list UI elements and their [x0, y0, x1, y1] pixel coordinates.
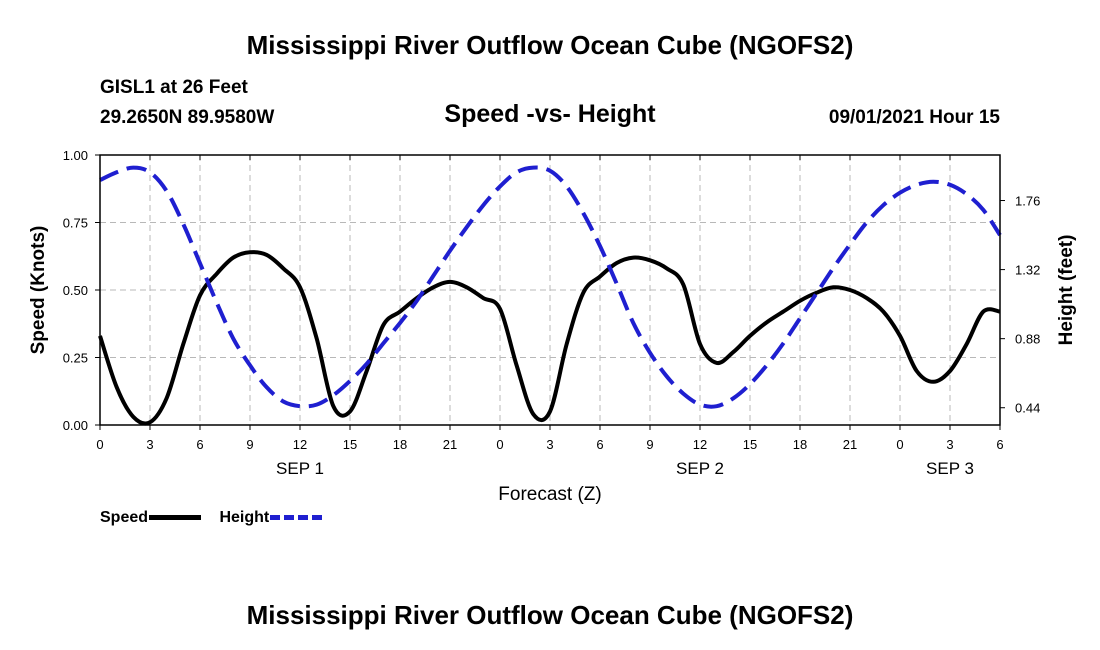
x-tick-label: 9 — [246, 437, 253, 452]
station-coordinates: 29.2650N 89.9580W — [100, 107, 275, 128]
legend-speed-swatch — [149, 515, 202, 521]
x-tick-label: 0 — [96, 437, 103, 452]
x-tick-label: 6 — [996, 437, 1003, 452]
y-left-tick-label: 0.75 — [63, 216, 88, 231]
x-tick-label: 6 — [196, 437, 203, 452]
date-label: SEP 2 — [676, 459, 724, 478]
legend-height-label: Height — [219, 509, 270, 526]
date-label: SEP 3 — [926, 459, 974, 478]
plot-frame — [99, 154, 1001, 426]
y-right-tick-label: 1.32 — [1015, 263, 1040, 278]
x-tick-label: 21 — [443, 437, 457, 452]
y-left-tick-label: 1.00 — [63, 148, 88, 163]
chart-subtitle: Speed -vs- Height — [444, 100, 656, 128]
legend-speed-label: Speed — [100, 509, 149, 526]
x-tick-label: 12 — [293, 437, 307, 452]
y-right-tick-label: 0.44 — [1015, 401, 1040, 416]
speed-height-chart: 0 3 6 9 12 15 18 21 0 3 6 9 12 15 18 21 0 3 6 0.00 0.25 0.50 0… — [28, 148, 1077, 505]
x-tick-label: 3 — [546, 437, 553, 452]
x-axis-label: Forecast (Z) — [498, 484, 601, 505]
x-tick-label: 15 — [743, 437, 757, 452]
axis-layer — [95, 154, 1005, 430]
y-left-tick-label: 0.50 — [63, 283, 88, 298]
x-tick-label: 15 — [343, 437, 357, 452]
grid-layer — [100, 155, 1000, 425]
series-line-speed — [98, 250, 1001, 426]
date-label: SEP 1 — [276, 459, 324, 478]
y-right-tick-label: 1.76 — [1015, 194, 1040, 209]
x-tick-label: 0 — [896, 437, 903, 452]
station-label: GISL1 at 26 Feet — [100, 77, 248, 98]
forecast-datetime: 09/01/2021 Hour 15 — [828, 107, 1000, 128]
x-tick-label: 6 — [596, 437, 603, 452]
y-left-tick-label: 0.00 — [63, 418, 88, 433]
y-left-tick-label: 0.25 — [63, 351, 88, 366]
x-tick-label: 3 — [146, 437, 153, 452]
x-tick-label: 3 — [946, 437, 953, 452]
series-layer — [98, 165, 1002, 426]
x-tick-label: 9 — [646, 437, 653, 452]
series-line-height — [99, 165, 1002, 409]
y-left-axis-label: Speed (Knots) — [28, 226, 49, 355]
y-right-tick-label: 0.88 — [1015, 332, 1040, 347]
footer-title: Mississippi River Outflow Ocean Cube (NG… — [246, 600, 854, 630]
chart-title: Mississippi River Outflow Ocean Cube (NG… — [246, 30, 854, 60]
x-tick-label: 18 — [393, 437, 407, 452]
legend-height-swatch — [270, 515, 323, 521]
labels-layer: 0 3 6 9 12 15 18 21 0 3 6 9 12 15 18 21 0 3 6 0.00 0.25 0.50 0… — [28, 148, 1077, 505]
x-tick-label: 12 — [693, 437, 707, 452]
x-tick-label: 18 — [793, 437, 807, 452]
x-tick-label: 21 — [843, 437, 857, 452]
y-right-axis-label: Height (feet) — [1056, 235, 1077, 346]
legend: Speed Height — [100, 509, 323, 527]
x-tick-label: 0 — [496, 437, 503, 452]
